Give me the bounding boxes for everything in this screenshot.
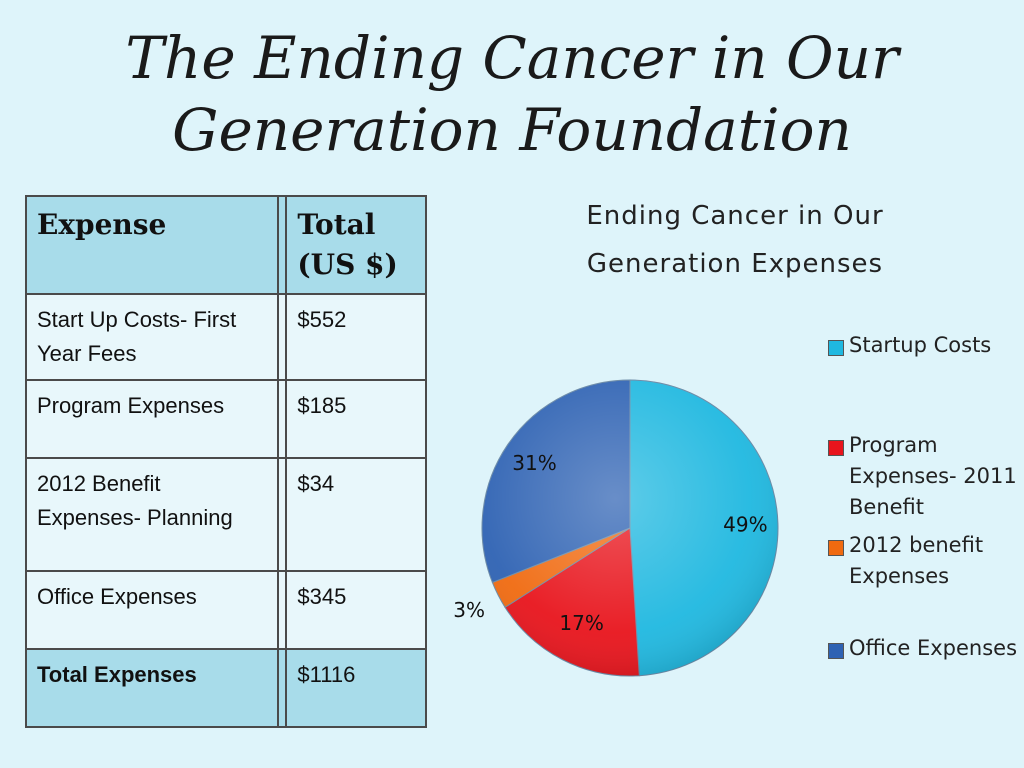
table-row: Start Up Costs- First Year Fees $552	[24, 293, 427, 381]
chart-title-line1: Ending Cancer in Our	[586, 201, 884, 231]
header-expense: Expense	[24, 195, 280, 295]
legend-label: 2012 benefit Expenses	[849, 533, 984, 588]
legend-label: Startup Costs	[849, 333, 992, 357]
table-row: Office Expenses $345	[24, 570, 427, 650]
row-label: Office Expenses	[24, 570, 280, 650]
table-row: Program Expenses $185	[24, 379, 427, 459]
row-value: $34	[285, 457, 427, 572]
row-value: $552	[285, 293, 427, 381]
total-spacer	[277, 648, 288, 728]
legend-item: Startup Costs	[826, 330, 1021, 361]
row-value: $185	[285, 379, 427, 459]
legend-swatch	[828, 643, 844, 659]
row-label: 2012 Benefit Expenses- Planning	[24, 457, 280, 572]
row-value: $345	[285, 570, 427, 650]
row-label: Program Expenses	[24, 379, 280, 459]
legend-item: Office Expenses	[826, 633, 1021, 664]
legend-label: Office Expenses	[849, 636, 1018, 660]
chart-title: Ending Cancer in Our Generation Expenses	[540, 192, 930, 288]
header-total-line1: Total	[297, 208, 376, 241]
row-spacer	[277, 293, 288, 381]
table-row: 2012 Benefit Expenses- Planning $34	[24, 457, 427, 572]
row-label: Start Up Costs- First Year Fees	[24, 293, 280, 381]
slide-title-line1: The Ending Cancer in Our	[125, 24, 899, 92]
header-total-line2: (US $)	[297, 248, 398, 281]
legend-swatch	[828, 340, 844, 356]
chart-title-line2: Generation Expenses	[586, 249, 884, 279]
legend-item: 2012 benefit Expenses	[826, 530, 1021, 592]
total-label: Total Expenses	[24, 648, 280, 728]
pie-data-label: 17%	[559, 611, 603, 635]
legend-swatch	[828, 540, 844, 556]
slide-title: The Ending Cancer in Our Generation Foun…	[0, 22, 1024, 166]
table-header-row: Expense Total (US $)	[24, 195, 427, 295]
total-value: $1116	[285, 648, 427, 728]
table-total-row: Total Expenses $1116	[24, 648, 427, 728]
row-spacer	[277, 570, 288, 650]
row-spacer	[277, 457, 288, 572]
pie-data-label: 49%	[723, 512, 767, 536]
slide-title-line2: Generation Foundation	[172, 96, 852, 164]
header-spacer	[277, 195, 288, 295]
row-spacer	[277, 379, 288, 459]
legend-swatch	[828, 440, 844, 456]
legend-label: Program Expenses- 2011 Benefit	[849, 433, 1017, 519]
expense-table: Expense Total (US $) Start Up Costs- Fir…	[24, 195, 427, 728]
legend-item: Program Expenses- 2011 Benefit	[826, 430, 1021, 523]
header-total: Total (US $)	[285, 195, 427, 295]
pie-data-label: 3%	[453, 598, 485, 622]
pie-data-label: 31%	[512, 451, 556, 475]
